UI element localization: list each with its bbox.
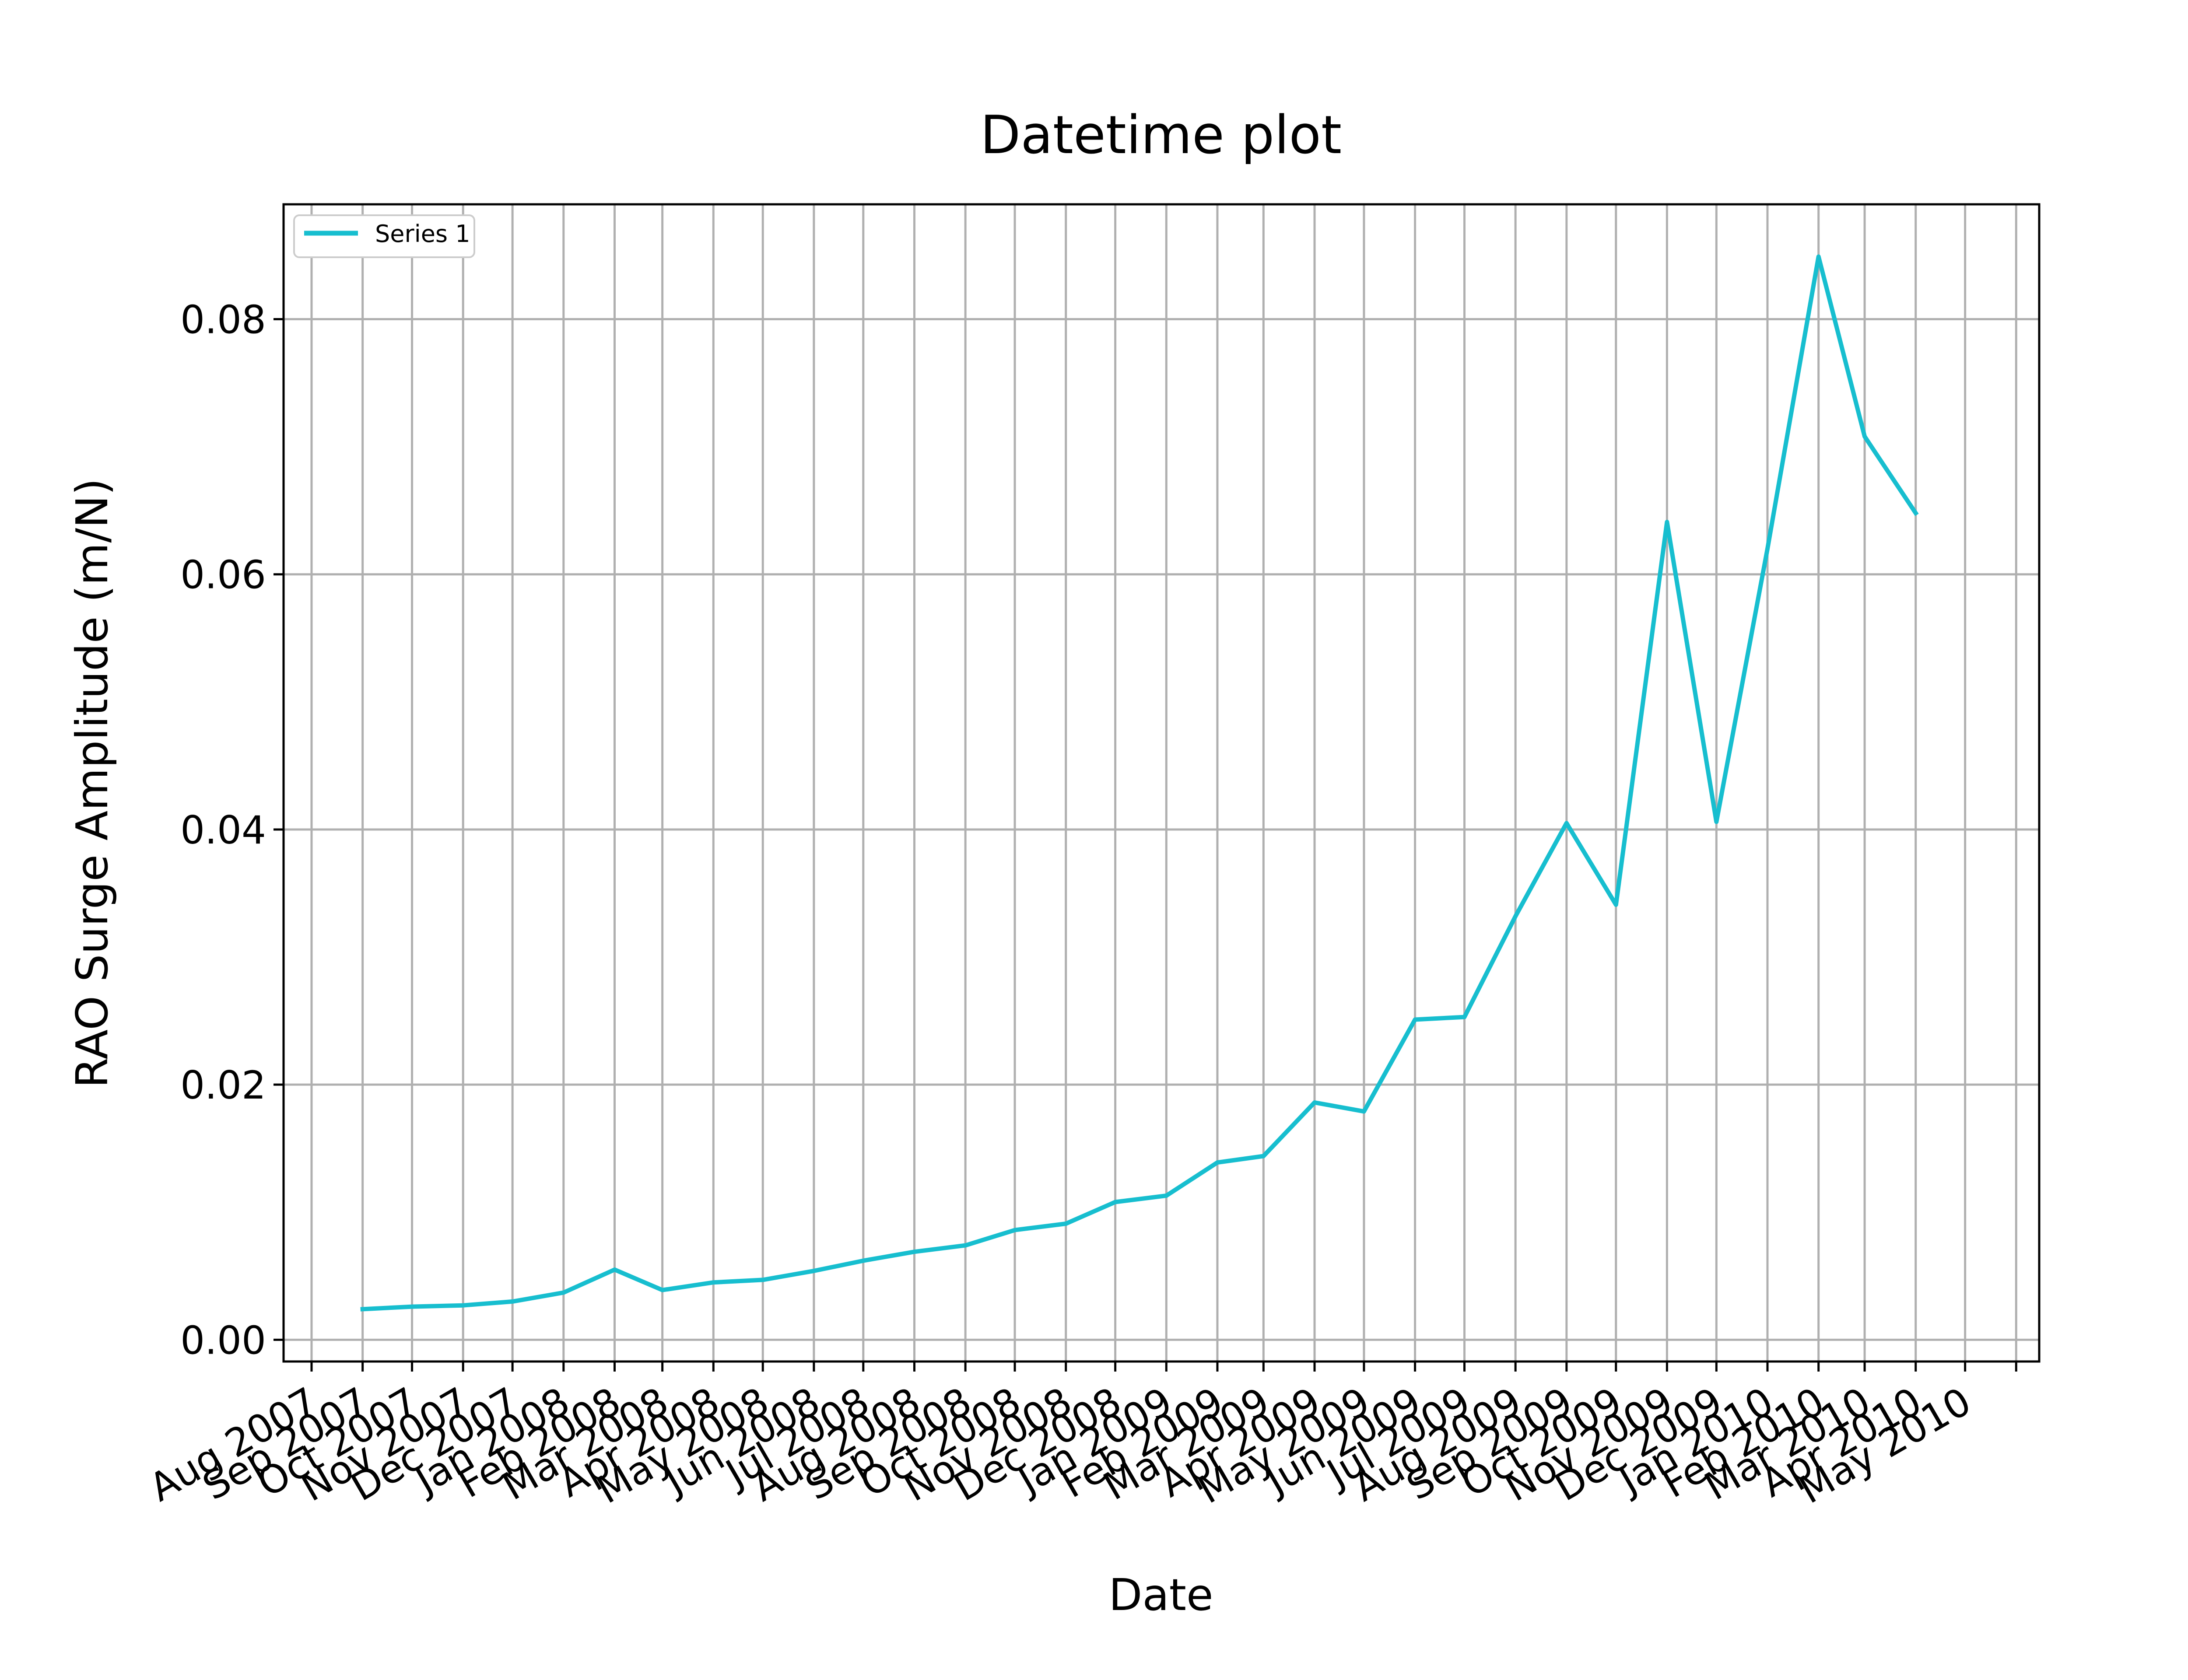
y-tick-label: 0.06 (180, 553, 266, 598)
legend: Series 1 (293, 214, 475, 258)
y-axis: 0.00 0.02 0.04 0.06 0.08 (180, 297, 284, 1363)
x-axis-label: Date (1108, 1569, 1213, 1620)
y-tick-label: 0.00 (180, 1318, 266, 1363)
series-line-1 (360, 254, 1919, 1312)
chart-title: Datetime plot (980, 105, 1342, 166)
y-axis-label: RAO Surge Amplitude (m/N) (67, 478, 118, 1088)
legend-box (293, 214, 475, 258)
plot-line-layer (360, 254, 1919, 1312)
y-tick-label: 0.04 (180, 808, 266, 853)
y-tick-label: 0.08 (180, 297, 266, 342)
grid (284, 204, 2039, 1362)
legend-label-series-1: Series 1 (375, 220, 470, 248)
plot-frame (282, 203, 2041, 1363)
y-tick-label: 0.02 (180, 1063, 266, 1108)
